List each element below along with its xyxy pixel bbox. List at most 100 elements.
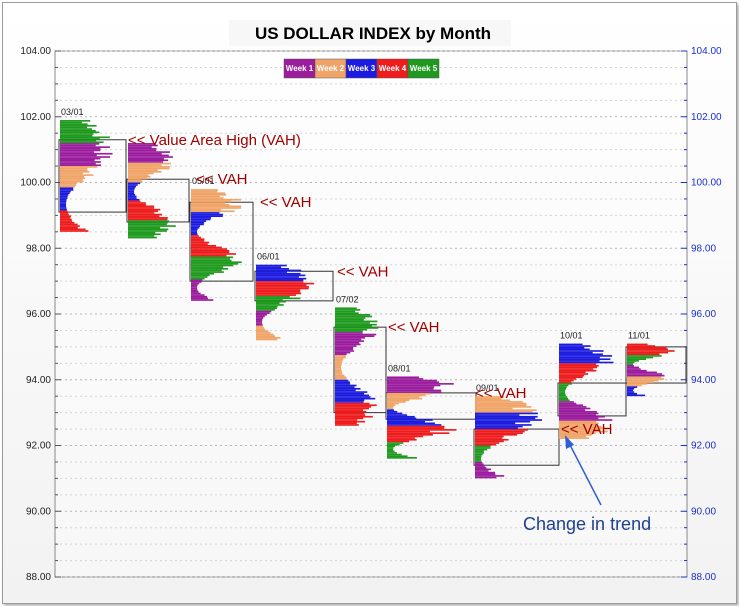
- month-label: 09/01: [476, 383, 499, 393]
- profile-bar: [256, 314, 267, 316]
- y-tick-label-left: 90.00: [26, 506, 51, 517]
- profile-bar: [191, 190, 218, 193]
- profile-bar: [128, 213, 163, 216]
- profile-bar: [387, 440, 410, 443]
- profile-bar: [128, 197, 137, 199]
- profile-bar: [475, 445, 491, 448]
- profile-bar: [191, 290, 199, 293]
- profile-bar: [387, 384, 441, 387]
- profile-bar: [60, 208, 67, 211]
- profile-bar: [387, 445, 395, 448]
- profile-bar: [60, 217, 71, 219]
- profile-bar: [60, 192, 70, 195]
- profile-bar: [60, 128, 93, 130]
- profile-bar: [128, 149, 157, 152]
- profile-bar: [335, 345, 357, 347]
- profile-bar: [387, 457, 417, 459]
- profile-bar: [387, 412, 403, 415]
- profile-bar: [60, 138, 100, 140]
- profile-bar: [128, 170, 162, 173]
- profile-bar: [627, 384, 642, 387]
- profile-bar: [387, 453, 402, 456]
- month-label: 03/01: [61, 107, 84, 117]
- profile-bar: [387, 394, 426, 397]
- profile-bar: [191, 266, 224, 268]
- profile-bar: [60, 185, 75, 188]
- profile-bar: [256, 290, 301, 293]
- profile-bar: [128, 159, 169, 162]
- profile-bar: [335, 318, 364, 321]
- vah-annotation: << Value Area High (VAH): [128, 132, 301, 149]
- profile-bar: [475, 460, 482, 462]
- profile-bar: [128, 203, 146, 206]
- profile-bar: [475, 412, 538, 415]
- profile-bar: [627, 363, 633, 365]
- trend-arrow-line: [568, 442, 602, 506]
- profile-bar: [191, 230, 198, 232]
- profile-bar: [475, 453, 483, 456]
- profile-bar: [191, 238, 205, 241]
- profile-bar: [387, 438, 417, 441]
- profile-bar: [335, 396, 371, 398]
- profile-bar: [387, 415, 415, 418]
- profile-bar: [256, 305, 278, 308]
- profile-bar: [387, 404, 396, 407]
- profile-bar: [256, 287, 309, 290]
- profile-bar: [335, 420, 366, 423]
- profile-bar: [559, 391, 565, 393]
- profile-bar: [60, 169, 88, 171]
- profile-bar: [335, 406, 372, 408]
- profile-bar: [60, 195, 68, 198]
- profile-bar: [256, 325, 264, 328]
- profile-bar: [191, 225, 201, 227]
- profile-bar: [128, 151, 170, 153]
- profile-bar: [559, 402, 577, 405]
- profile-bar: [627, 358, 646, 361]
- profile-bar: [475, 457, 482, 459]
- profile-bar: [627, 360, 639, 362]
- profile-bar: [335, 361, 342, 364]
- profile-bar: [559, 369, 597, 372]
- profile-bar: [128, 223, 167, 226]
- profile-bar: [387, 425, 445, 428]
- profile-bar: [627, 346, 667, 349]
- profile-bar: [335, 402, 370, 405]
- profile-bar: [475, 475, 505, 477]
- profile-bar: [60, 136, 110, 139]
- profile-bar: [60, 152, 113, 155]
- y-tick-label-left: 94.00: [26, 375, 51, 386]
- profile-bar: [387, 437, 415, 439]
- profile-bar: [559, 373, 589, 375]
- profile-bar: [387, 420, 425, 423]
- profile-bar: [475, 473, 496, 476]
- profile-bar: [627, 374, 665, 377]
- profile-bar: [60, 121, 82, 124]
- profile-bar: [128, 167, 170, 170]
- profile-bar: [627, 361, 635, 364]
- profile-bar: [335, 330, 363, 333]
- profile-bar: [191, 203, 230, 206]
- profile-bar: [387, 424, 442, 426]
- profile-bar: [191, 263, 239, 265]
- profile-bar: [475, 442, 500, 444]
- profile-bar: [475, 437, 503, 439]
- profile-bar: [60, 156, 111, 158]
- profile-bar: [191, 272, 215, 275]
- profile-bar: [128, 194, 136, 196]
- profile-bar: [335, 335, 375, 338]
- profile-bar: [191, 208, 222, 211]
- profile-bar: [335, 371, 342, 374]
- profile-bar: [387, 450, 395, 453]
- profile-bar: [256, 335, 275, 338]
- profile-bar: [335, 364, 342, 367]
- profile-bar: [559, 351, 593, 354]
- profile-bar: [191, 200, 232, 203]
- profile-bar: [559, 433, 593, 436]
- profile-bar: [128, 215, 160, 218]
- profile-bar: [335, 312, 359, 314]
- profile-bar: [559, 396, 568, 398]
- profile-bar: [60, 141, 104, 144]
- profile-bar: [128, 202, 146, 204]
- profile-bar: [559, 386, 567, 388]
- profile-bar: [559, 407, 591, 410]
